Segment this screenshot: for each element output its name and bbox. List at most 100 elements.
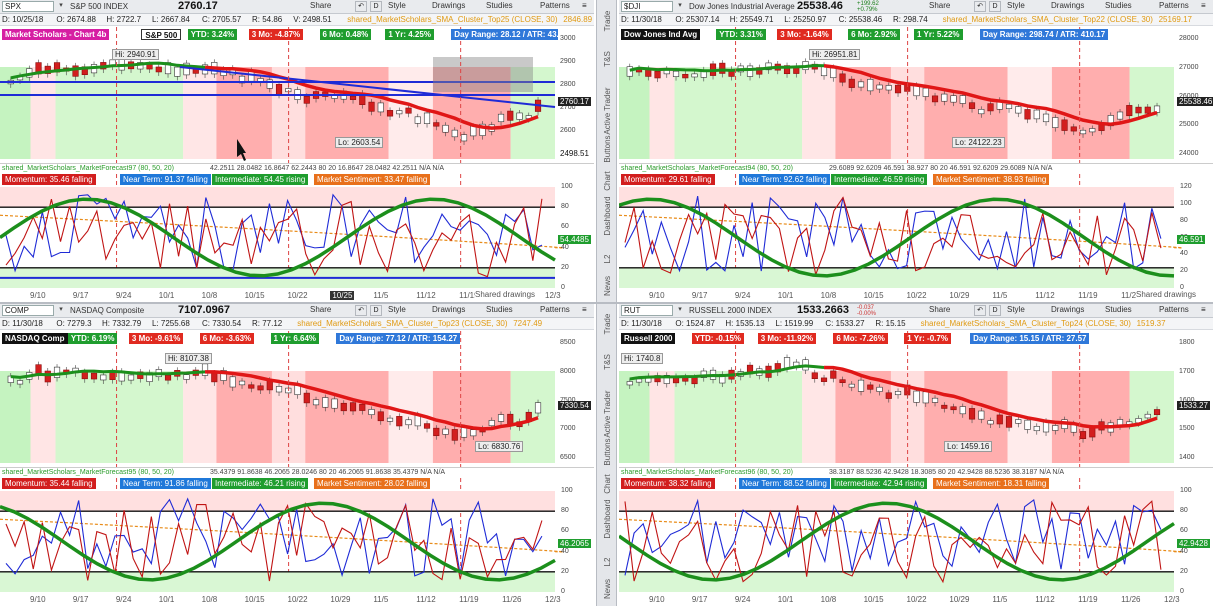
undo-icon[interactable]: ↶ (974, 1, 986, 12)
studies-button[interactable]: Studies (1105, 1, 1132, 10)
timeframe-button[interactable]: D (370, 305, 382, 316)
patterns-button[interactable]: Patterns (1159, 1, 1189, 10)
candle (1052, 117, 1059, 128)
forecast-axis-label: 60 (561, 223, 569, 231)
candle (950, 95, 957, 103)
price-chart[interactable] (619, 0, 1213, 302)
style-button[interactable]: Style (388, 1, 406, 10)
symbol-input[interactable]: SPX (2, 1, 54, 12)
shared-drawings-toggle[interactable]: Shared drawings (1136, 290, 1197, 299)
share-button[interactable]: Share (310, 1, 332, 10)
side-tab-5[interactable]: Dashboard (603, 499, 612, 539)
forecast-values: 29.6089 92.6209 46.591 38.927 80 20 46.5… (829, 165, 1053, 172)
studies-button[interactable]: Studies (486, 1, 513, 10)
candle (885, 392, 892, 399)
patterns-button[interactable]: Patterns (1159, 305, 1189, 314)
candle (433, 427, 440, 437)
candle (931, 397, 939, 403)
undo-icon[interactable]: ↶ (355, 1, 367, 12)
price-axis-label: 2900 (560, 58, 576, 65)
overbought-zone (619, 491, 1174, 512)
forecast-momentum-label: Momentum: 38.32 falling (621, 478, 715, 489)
forecast-near-label: Near Term: 91.86 falling (120, 478, 211, 489)
patterns-button[interactable]: Patterns (540, 305, 570, 314)
side-tab-5[interactable]: Dashboard (603, 196, 612, 236)
ohlc-r: R: 298.74 (893, 15, 928, 24)
undo-icon[interactable]: ↶ (355, 305, 367, 316)
style-button[interactable]: Style (1007, 1, 1025, 10)
candle (968, 408, 976, 420)
forecast-value-tag: 54.4485 (558, 234, 591, 244)
index-name: Dow Jones Industrial Average (689, 2, 795, 11)
timeframe-button[interactable]: D (989, 1, 1001, 12)
chevron-down-icon[interactable]: ▾ (59, 2, 63, 9)
forecast-study-name: shared_MarketScholars_MarketForecast97 (… (2, 165, 174, 172)
ohlc-o: O: 7279.3 (56, 319, 92, 328)
candle (44, 65, 51, 74)
candle (876, 386, 883, 392)
menu-icon[interactable]: ≡ (1201, 1, 1206, 10)
symbol-input[interactable]: RUT (621, 305, 673, 316)
share-button[interactable]: Share (929, 305, 951, 314)
date-axis-label: 9/10 (649, 291, 665, 300)
menu-icon[interactable]: ≡ (582, 1, 587, 10)
candle (16, 380, 24, 385)
forecast-axis-label: 40 (561, 243, 569, 251)
drawings-button[interactable]: Drawings (432, 1, 466, 10)
studies-button[interactable]: Studies (486, 305, 513, 314)
stat-label: YTD: -0.15% (691, 333, 745, 344)
price-chart[interactable] (0, 0, 594, 302)
timeframe-button[interactable]: D (989, 305, 1001, 316)
drawings-button[interactable]: Drawings (1051, 305, 1085, 314)
candle (663, 375, 670, 384)
forecast-study-name: shared_MarketScholars_MarketForecast95 (… (2, 469, 174, 476)
candle (127, 374, 135, 381)
ohlc-h: H: 7332.79 (102, 319, 142, 328)
share-button[interactable]: Share (929, 1, 951, 10)
ohlc-l: L: 25250.97 (784, 15, 827, 24)
price-axis-label: 28000 (1179, 35, 1199, 42)
timeframe-button[interactable]: D (370, 1, 382, 12)
stat-label: Day Range: 28.12 / ATR: 43.61 (451, 29, 571, 40)
drawings-button[interactable]: Drawings (1051, 1, 1085, 10)
candle (220, 370, 227, 381)
ohlc-h: H: 2722.7 (106, 15, 142, 24)
candle (405, 107, 412, 114)
style-button[interactable]: Style (1007, 305, 1025, 314)
stat-label: 6 Mo: -7.26% (833, 333, 888, 344)
forecast-axis-label: 20 (561, 567, 569, 575)
share-button[interactable]: Share (310, 305, 332, 314)
chevron-down-icon[interactable]: ▾ (59, 306, 63, 313)
candle (959, 95, 966, 104)
candle (442, 124, 449, 133)
patterns-button[interactable]: Patterns (540, 1, 570, 10)
candle (90, 372, 98, 380)
drawings-button[interactable]: Drawings (432, 305, 466, 314)
ohlc-c: C: 1533.27 (825, 319, 865, 328)
symbol-input[interactable]: $DJI (621, 1, 673, 12)
side-tab-1[interactable]: T&S (603, 354, 612, 370)
panel-separator-horizontal[interactable] (0, 302, 1213, 304)
symbol-input[interactable]: COMP (2, 305, 54, 316)
forecast-axis-label: 100 (561, 487, 573, 494)
price-chart[interactable] (619, 304, 1213, 606)
studies-button[interactable]: Studies (1105, 305, 1132, 314)
date-axis-label: 10/15 (244, 595, 265, 604)
undo-icon[interactable]: ↶ (974, 305, 986, 316)
shared-drawings-toggle[interactable]: Shared drawings (475, 290, 536, 299)
candle (312, 399, 320, 406)
candle (848, 78, 855, 88)
candle (72, 65, 79, 77)
side-tab-1[interactable]: T&S (603, 51, 612, 67)
menu-icon[interactable]: ≡ (582, 305, 587, 314)
candle (1015, 106, 1022, 114)
candle (913, 390, 920, 403)
candle (460, 134, 468, 142)
menu-icon[interactable]: ≡ (1201, 305, 1206, 314)
chevron-down-icon[interactable]: ▾ (678, 2, 682, 9)
price-chart[interactable] (0, 304, 594, 606)
style-button[interactable]: Style (388, 305, 406, 314)
forecast-axis-label: 0 (1180, 284, 1184, 291)
chevron-down-icon[interactable]: ▾ (678, 306, 682, 313)
near-term-line (624, 195, 1162, 273)
